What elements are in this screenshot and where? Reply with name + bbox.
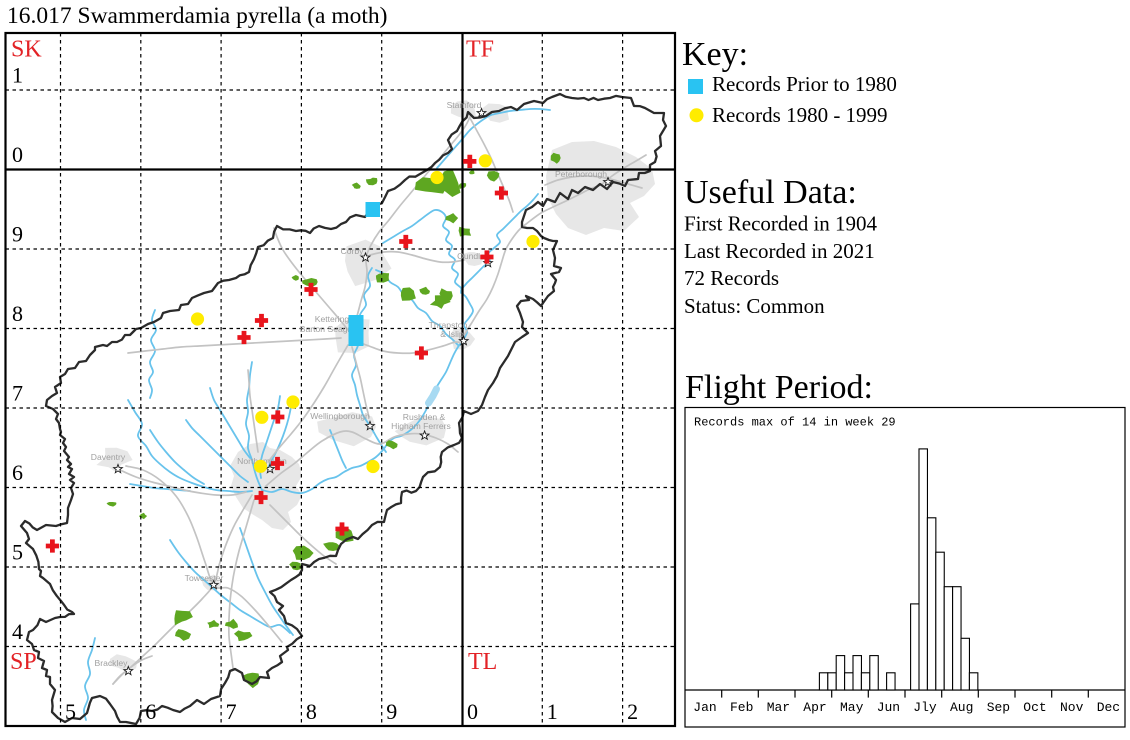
svg-text:1: 1: [547, 699, 558, 724]
svg-text:5: 5: [65, 699, 76, 724]
svg-text:8: 8: [306, 699, 317, 724]
svg-text:Kettering &: Kettering &: [315, 314, 358, 324]
svg-text:9: 9: [12, 222, 23, 247]
svg-text:TL: TL: [468, 649, 497, 675]
svg-text:Useful Data:: Useful Data:: [684, 174, 857, 211]
svg-text:Corby: Corby: [341, 246, 365, 256]
svg-text:Wellingborough: Wellingborough: [310, 411, 370, 421]
svg-text:0: 0: [467, 699, 478, 724]
svg-text:Barton Seagrave: Barton Seagrave: [300, 324, 365, 334]
svg-text:5: 5: [12, 540, 23, 565]
svg-text:First Recorded in 1904: First Recorded in 1904: [684, 212, 878, 236]
svg-text:Key:: Key:: [682, 36, 748, 73]
svg-text:7: 7: [226, 699, 237, 724]
svg-text:& Islip: & Islip: [440, 329, 464, 339]
svg-text:Oct: Oct: [1023, 700, 1046, 715]
svg-text:Rushden &: Rushden &: [403, 412, 446, 422]
svg-text:Sep: Sep: [987, 700, 1010, 715]
svg-text:Records max of 14 in week 29: Records max of 14 in week 29: [694, 416, 896, 430]
svg-text:0: 0: [12, 142, 23, 167]
svg-text:Higham Ferrers: Higham Ferrers: [391, 421, 451, 431]
svg-text:4: 4: [12, 619, 23, 644]
svg-text:Mar: Mar: [767, 700, 790, 715]
svg-text:8: 8: [12, 301, 23, 326]
svg-text:Jly: Jly: [913, 700, 937, 715]
svg-text:Brackley: Brackley: [95, 658, 129, 668]
svg-text:7: 7: [12, 381, 23, 406]
svg-text:Dec: Dec: [1097, 700, 1120, 715]
svg-text:Daventry: Daventry: [91, 452, 126, 462]
svg-text:Jan: Jan: [693, 700, 716, 715]
svg-text:2: 2: [627, 699, 638, 724]
svg-text:Status: Common: Status: Common: [684, 294, 825, 318]
svg-text:SP: SP: [10, 649, 37, 675]
svg-text:Peterborough: Peterborough: [555, 169, 607, 179]
svg-text:Nov: Nov: [1060, 700, 1084, 715]
svg-text:Records Prior to 1980: Records Prior to 1980: [712, 72, 897, 96]
svg-text:Aug: Aug: [950, 700, 973, 715]
svg-text:Oundle: Oundle: [457, 251, 485, 261]
svg-text:Feb: Feb: [730, 700, 753, 715]
svg-text:6: 6: [145, 699, 156, 724]
svg-text:TF: TF: [466, 37, 494, 63]
svg-text:16.017 Swammerdamia pyrella (a: 16.017 Swammerdamia pyrella (a moth): [7, 3, 387, 29]
svg-text:SK: SK: [11, 37, 42, 63]
svg-text:9: 9: [386, 699, 397, 724]
svg-text:6: 6: [12, 460, 23, 485]
svg-text:72 Records: 72 Records: [684, 266, 779, 290]
svg-text:Flight Period:: Flight Period:: [685, 369, 873, 406]
svg-text:Stamford: Stamford: [447, 100, 482, 110]
svg-text:May: May: [840, 700, 864, 715]
svg-text:1: 1: [12, 63, 23, 88]
svg-text:Thrapston: Thrapston: [429, 320, 468, 330]
svg-text:Records 1980 - 1999: Records 1980 - 1999: [712, 103, 888, 127]
svg-text:Last Recorded in 2021: Last Recorded in 2021: [684, 239, 875, 263]
svg-text:Apr: Apr: [803, 700, 826, 715]
svg-text:Jun: Jun: [877, 700, 900, 715]
svg-text:Towcester: Towcester: [185, 573, 224, 583]
